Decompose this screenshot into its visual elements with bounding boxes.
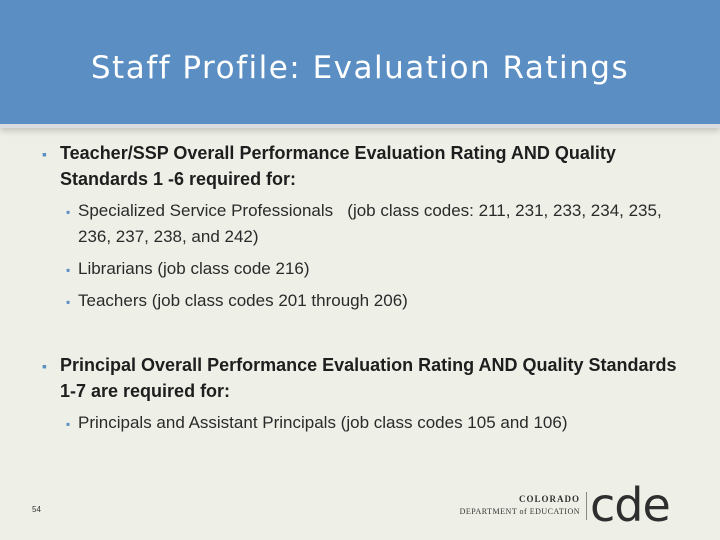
- list-item: ▪ Specialized Service Professionals (job…: [66, 198, 692, 250]
- teacher-heading-text: Teacher/SSP Overall Performance Evaluati…: [60, 143, 616, 189]
- logo-divider: [586, 492, 587, 520]
- slide-content: ▪ Teacher/SSP Overall Performance Evalua…: [42, 140, 692, 436]
- slide-title: Staff Profile: Evaluation Ratings: [90, 50, 630, 86]
- logo-line-department: DEPARTMENT of EDUCATION: [459, 507, 580, 516]
- square-bullet-icon: ▪: [42, 146, 47, 162]
- cde-logo: COLORADO DEPARTMENT of EDUCATION cde: [460, 478, 704, 532]
- principal-heading-bullet: ▪ Principal Overall Performance Evaluati…: [42, 352, 692, 404]
- list-item: ▪ Principals and Assistant Principals (j…: [66, 410, 692, 436]
- teacher-heading-bullet: ▪ Teacher/SSP Overall Performance Evalua…: [42, 140, 692, 192]
- square-bullet-icon: ▪: [66, 205, 71, 219]
- list-item-text: Specialized Service Professionals (job c…: [78, 201, 667, 246]
- page-number: 54: [32, 505, 41, 514]
- square-bullet-icon: ▪: [42, 358, 47, 374]
- square-bullet-icon: ▪: [66, 263, 71, 277]
- principal-heading-text: Principal Overall Performance Evaluation…: [60, 355, 677, 401]
- list-item: ▪ Teachers (job class codes 201 through …: [66, 288, 692, 314]
- logo-line-colorado: COLORADO: [518, 494, 580, 504]
- list-item-text: Teachers (job class codes 201 through 20…: [78, 291, 408, 310]
- list-item-text: Principals and Assistant Principals (job…: [78, 413, 568, 432]
- square-bullet-icon: ▪: [66, 295, 71, 309]
- list-item-text: Librarians (job class code 216): [78, 259, 310, 278]
- square-bullet-icon: ▪: [66, 417, 71, 431]
- cde-logo-mark: cde: [590, 478, 671, 532]
- list-item: ▪ Librarians (job class code 216): [66, 256, 692, 282]
- title-bar: Staff Profile: Evaluation Ratings: [0, 0, 720, 128]
